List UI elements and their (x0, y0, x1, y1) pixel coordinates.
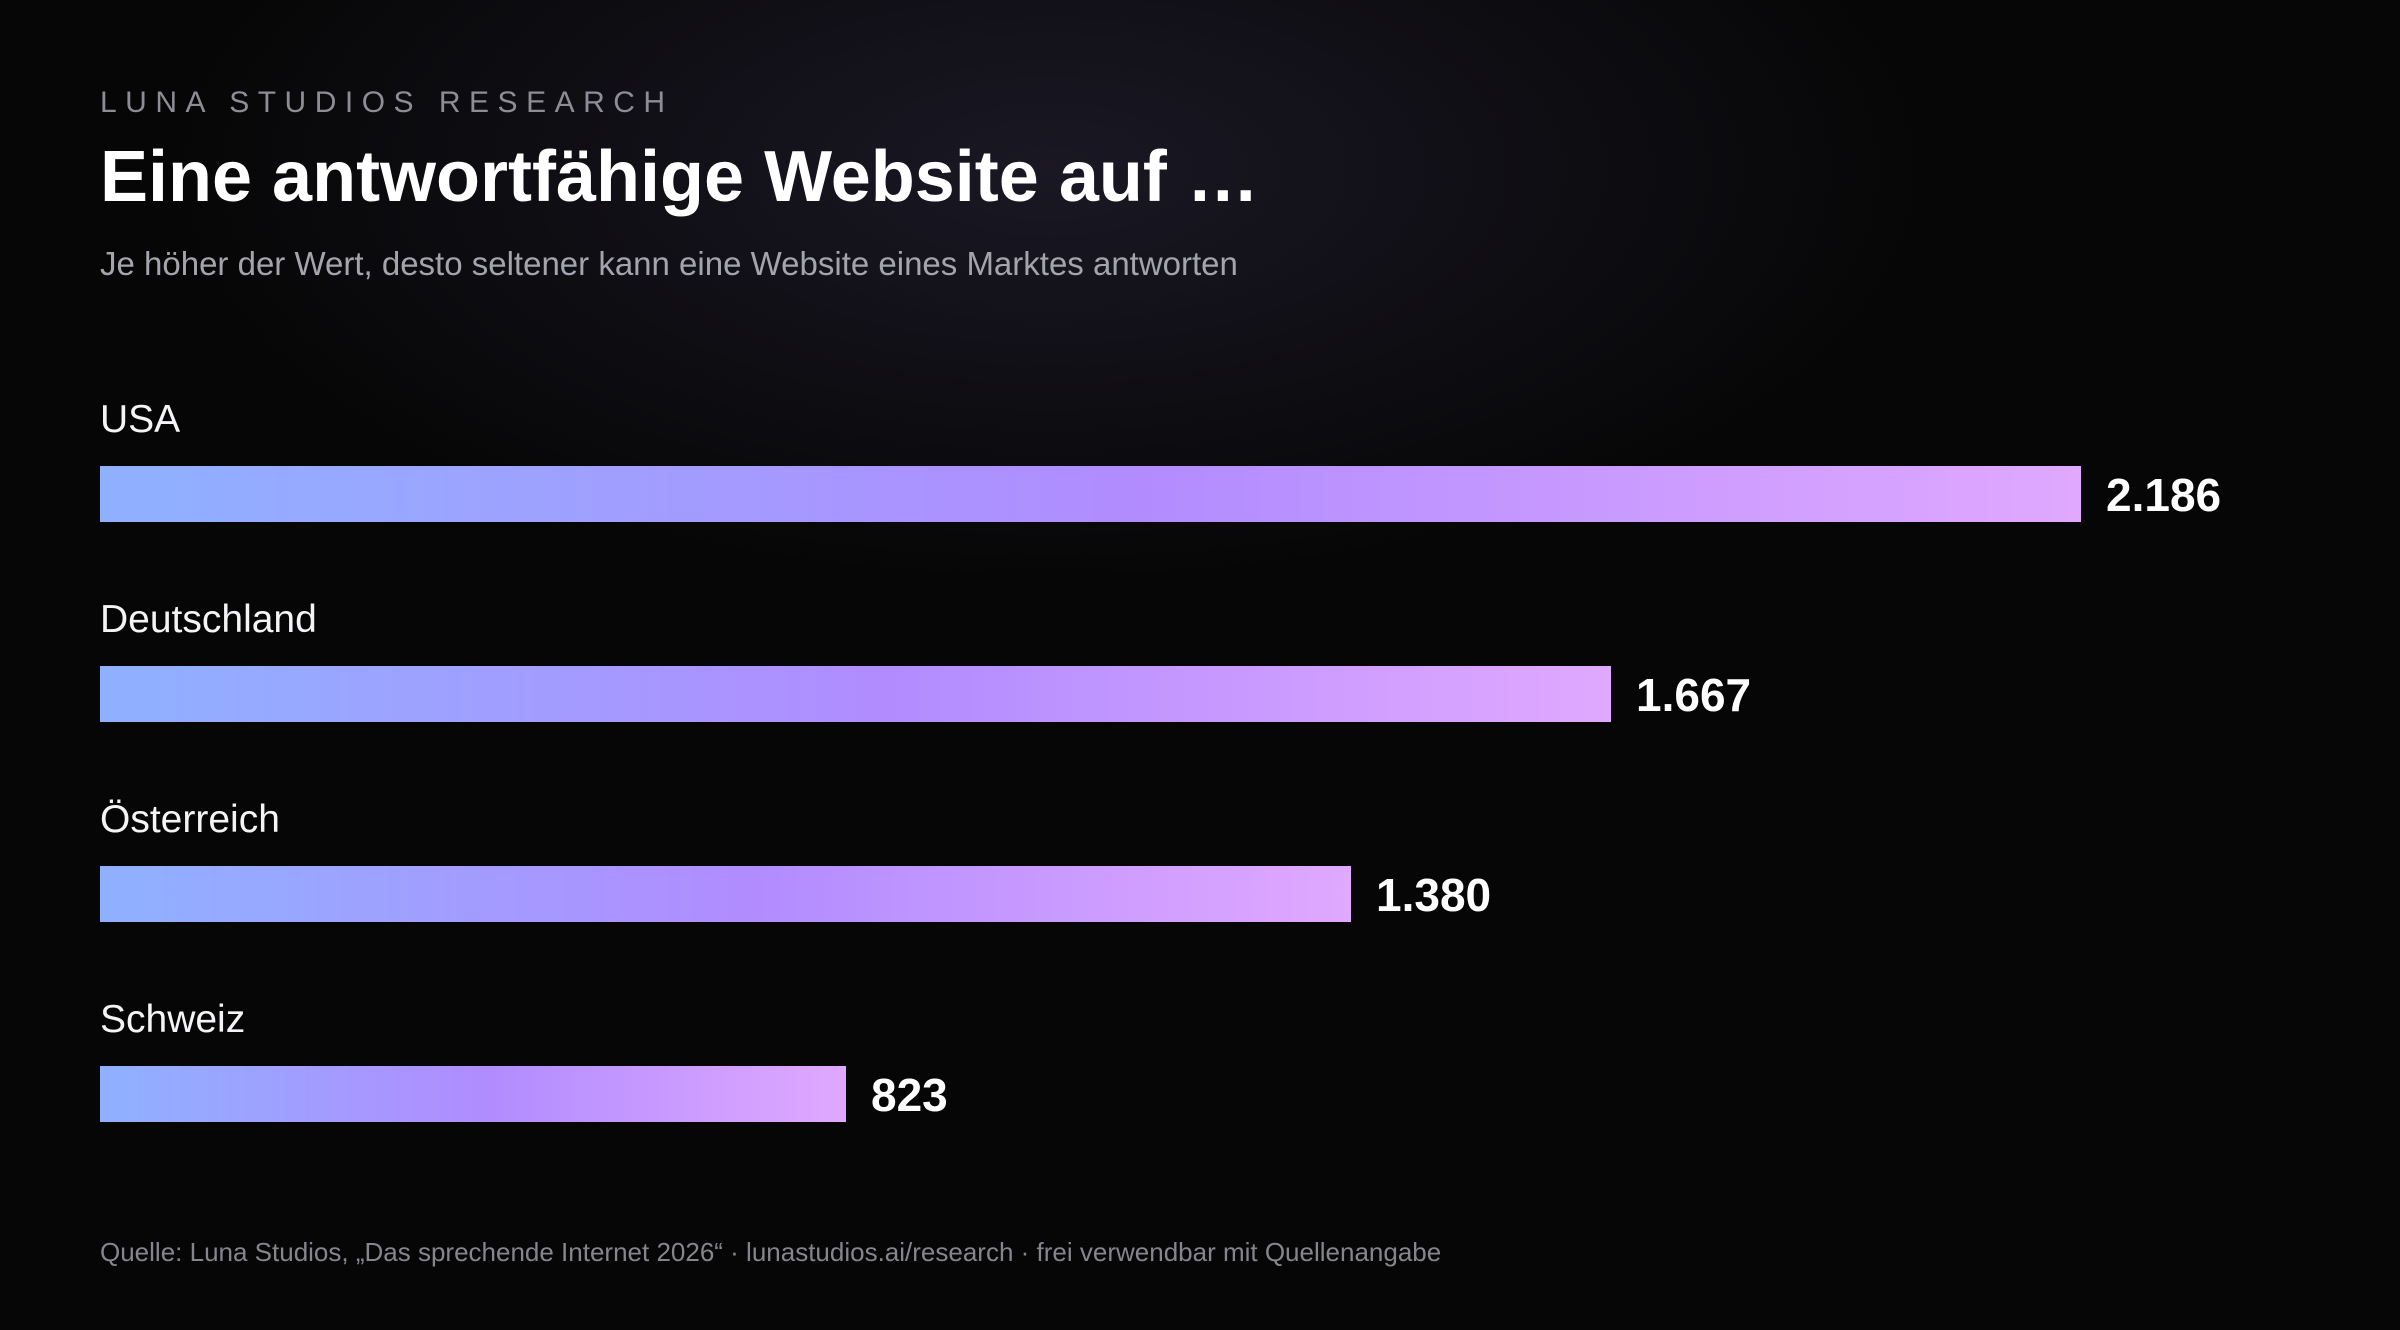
category-label: Schweiz (100, 998, 246, 1041)
bar (100, 466, 2081, 522)
value-label: 2.186 (2106, 469, 2222, 521)
value-label: 1.380 (1376, 869, 1492, 921)
bar (100, 866, 1351, 922)
publisher-kicker: LUNA STUDIOS RESEARCH (100, 86, 674, 119)
category-label: Deutschland (100, 598, 317, 641)
chart-subtitle: Je höher der Wert, desto seltener kann e… (100, 245, 1238, 282)
bar (100, 666, 1611, 722)
value-label: 1.667 (1636, 669, 1752, 721)
category-label: Österreich (100, 798, 280, 841)
chart-title: Eine antwortfähige Website auf … (100, 137, 1259, 217)
value-label: 823 (871, 1069, 948, 1121)
bar (100, 1066, 846, 1122)
source-note: Quelle: Luna Studios, „Das sprechende In… (100, 1237, 1442, 1267)
category-label: USA (100, 398, 181, 441)
